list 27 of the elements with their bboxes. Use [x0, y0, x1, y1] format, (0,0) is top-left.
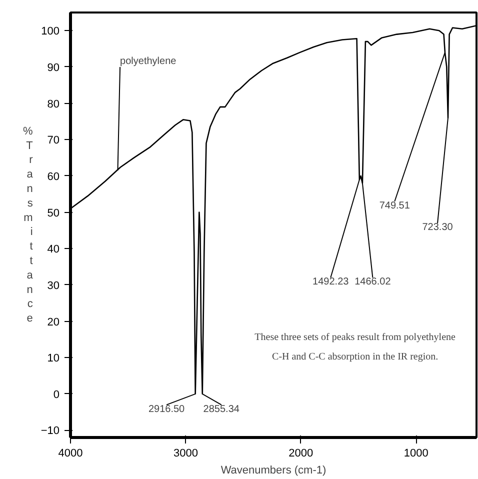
- y-tick-label: 30: [47, 280, 60, 292]
- y-tick-label: 20: [47, 316, 60, 328]
- y-tick-label: 80: [47, 98, 60, 110]
- annotation: 723.30: [422, 222, 454, 234]
- y-tick-label: 0: [53, 388, 60, 401]
- y-tick-label: 10: [47, 352, 60, 365]
- annotation: These three sets of peaks result from polyethylene: [254, 332, 456, 344]
- y-tick-label: 40: [47, 244, 60, 256]
- y-tick-label: 90: [47, 62, 60, 74]
- x-tick-label: 1000: [404, 448, 428, 460]
- annotation: polyethylene: [120, 56, 177, 67]
- annotation: 2855.34: [203, 404, 240, 415]
- y-tick-label: 50: [47, 207, 60, 220]
- y-tick-label: −10: [40, 425, 60, 438]
- annotation: C-H and C-C absorption in the IR region.: [272, 351, 438, 362]
- x-axis-title: Wavenumbers (cm-1): [220, 464, 326, 476]
- x-tick-label: 4000: [58, 448, 83, 460]
- annotation: 1466.02: [354, 276, 392, 288]
- x-tick-label: 2000: [288, 448, 314, 460]
- y-tick-label: 70: [47, 134, 60, 147]
- y-tick-label: 60: [47, 170, 60, 183]
- annotation: 749.51: [379, 200, 410, 212]
- text: %Transmittance: [23, 125, 33, 325]
- annotation: 1492.23: [312, 276, 350, 288]
- annotation: 2916.50: [148, 404, 186, 415]
- x-tick-label: 3000: [173, 448, 198, 460]
- y-tick-label: 100: [41, 26, 60, 38]
